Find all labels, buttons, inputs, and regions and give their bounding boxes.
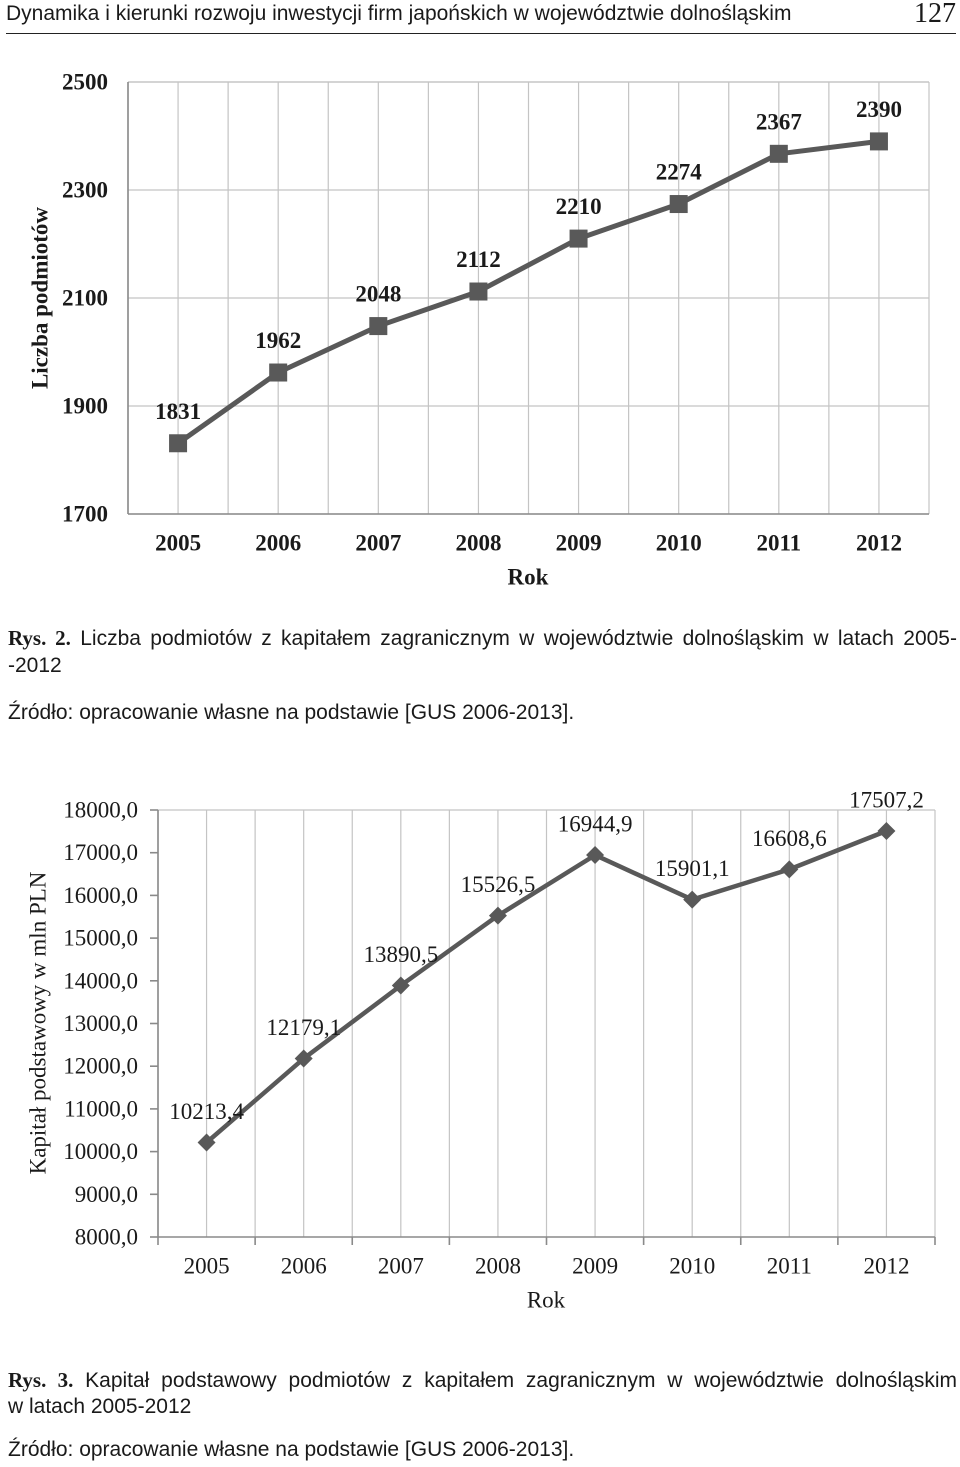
- data-label-2008: 2112: [456, 247, 501, 272]
- y-tick-label-0: 1700: [62, 502, 108, 527]
- data-point-2008: [488, 906, 507, 925]
- x-axis-title: Rok: [527, 1288, 566, 1313]
- data-point-2005: [169, 434, 188, 453]
- y-tick-label-4: 12000,0: [63, 1054, 138, 1079]
- chart-share-capital: Kapitał podstawowy w mln PLN Rok 8000,0 9…: [26, 788, 936, 1313]
- y-tick-label-1: 1900: [62, 394, 108, 419]
- data-point-2011: [780, 860, 799, 879]
- y-tick-label-3: 11000,0: [64, 1096, 138, 1121]
- data-point-2008: [469, 282, 488, 301]
- data-point-2009: [586, 846, 605, 865]
- x-tick-label-2012: 2012: [863, 1254, 909, 1279]
- axes: 1700 1900 2100 2300 2500 2005 2006 2007 2008 2009…: [62, 70, 929, 556]
- data-label-2010: 2274: [656, 160, 703, 185]
- gridlines: [127, 81, 930, 515]
- figure-3-label: Rys. 3.: [8, 1368, 74, 1392]
- x-tick-label-2011: 2011: [756, 531, 801, 556]
- figure-3-caption-text: Kapitał podstawowy podmiotów z kapitałem…: [85, 1369, 957, 1392]
- x-tick-label-2010: 2010: [656, 531, 702, 556]
- y-tick-label-8: 16000,0: [63, 883, 138, 908]
- figure-2-source: Źródło: opracowanie własne na podstawie …: [8, 701, 575, 724]
- data-point-2010: [683, 890, 702, 909]
- x-tick-label-2005: 2005: [155, 531, 201, 556]
- figure-3-source: Źródło: opracowanie własne na podstawie …: [8, 1438, 575, 1461]
- figure-2-label: Rys. 2.: [8, 626, 71, 650]
- data-point-2012: [877, 822, 896, 841]
- data-label-2010: 15901,1: [655, 856, 730, 881]
- data-label-2005: 10213,4: [169, 1099, 244, 1124]
- data-label-2008: 15526,5: [461, 872, 536, 897]
- data-label-2011: 16608,6: [752, 826, 827, 851]
- data-label-2007: 2048: [355, 282, 401, 307]
- data-point-2010: [669, 195, 688, 214]
- y-tick-label-2: 2100: [62, 286, 108, 311]
- figure-3-caption: Rys. 3. Kapitał podstawowy podmiotów z k…: [8, 1367, 957, 1394]
- figure-3-caption-continued: w latach 2005-2012: [8, 1395, 192, 1418]
- axes: 8000,0 9000,0 10000,0 11000,0 12000,0 13000,0…: [63, 798, 936, 1279]
- series-line: [205, 828, 888, 1145]
- y-tick-label-6: 14000,0: [63, 968, 138, 993]
- data-label-2009: 16944,9: [558, 812, 633, 837]
- data-point-2007: [369, 317, 388, 336]
- x-tick-label-2006: 2006: [255, 531, 301, 556]
- running-title: Dynamika i kierunki rozwoju inwestycji f…: [6, 2, 792, 25]
- y-tick-label-10: 18000,0: [63, 798, 138, 823]
- header-rule: [6, 33, 956, 34]
- x-tick-label-2005: 2005: [184, 1254, 230, 1279]
- chart-companies-count: Liczba podmiotów Rok 1700 1900 2100 2300 250…: [28, 70, 930, 590]
- y-tick-label-5: 13000,0: [63, 1011, 138, 1036]
- data-label-2005: 1831: [155, 399, 201, 424]
- data-point-2009: [569, 229, 588, 248]
- y-tick-label-9: 17000,0: [63, 840, 138, 865]
- data-label-2009: 2210: [556, 194, 602, 219]
- data-point-2012: [869, 132, 888, 151]
- figure-2-caption: Rys. 2. Liczba podmiotów z kapitałem zag…: [8, 625, 957, 652]
- data-point-2006: [269, 363, 288, 382]
- figure-2-caption-continued: -2012: [8, 654, 62, 677]
- data-label-2011: 2367: [756, 109, 802, 134]
- data-point-2011: [769, 144, 788, 163]
- data-point-2005: [197, 1133, 216, 1152]
- x-tick-label-2009: 2009: [572, 1254, 618, 1279]
- data-label-2006: 1962: [255, 328, 301, 353]
- data-label-2012: 17507,2: [849, 788, 924, 813]
- data-label-2007: 13890,5: [363, 942, 438, 967]
- x-tick-label-2007: 2007: [355, 531, 401, 556]
- series-line: [176, 138, 880, 446]
- y-tick-label-4: 2500: [62, 70, 108, 95]
- y-tick-label-3: 2300: [62, 178, 108, 203]
- data-label-2006: 12179,1: [266, 1015, 341, 1040]
- y-tick-label-1: 9000,0: [75, 1182, 138, 1207]
- x-tick-label-2010: 2010: [669, 1254, 715, 1279]
- y-tick-label-7: 15000,0: [63, 926, 138, 951]
- x-tick-label-2012: 2012: [856, 531, 902, 556]
- x-tick-label-2008: 2008: [455, 531, 501, 556]
- page-number: 127: [914, 0, 956, 29]
- y-tick-label-2: 10000,0: [63, 1139, 138, 1164]
- x-tick-label-2009: 2009: [556, 531, 602, 556]
- y-axis-title: Kapitał podstawowy w mln PLN: [26, 871, 51, 1174]
- y-tick-label-0: 8000,0: [75, 1225, 138, 1250]
- x-axis-title: Rok: [508, 565, 549, 590]
- x-tick-label-2008: 2008: [475, 1254, 521, 1279]
- y-axis-title: Liczba podmiotów: [28, 207, 53, 389]
- x-tick-label-2006: 2006: [281, 1254, 327, 1279]
- x-tick-label-2011: 2011: [767, 1254, 812, 1279]
- x-tick-label-2007: 2007: [378, 1254, 424, 1279]
- data-label-2012: 2390: [856, 97, 902, 122]
- figure-2-caption-text: Liczba podmiotów z kapitałem zagraniczny…: [80, 627, 957, 650]
- data-point-2007: [391, 976, 410, 995]
- data-point-2006: [294, 1049, 313, 1068]
